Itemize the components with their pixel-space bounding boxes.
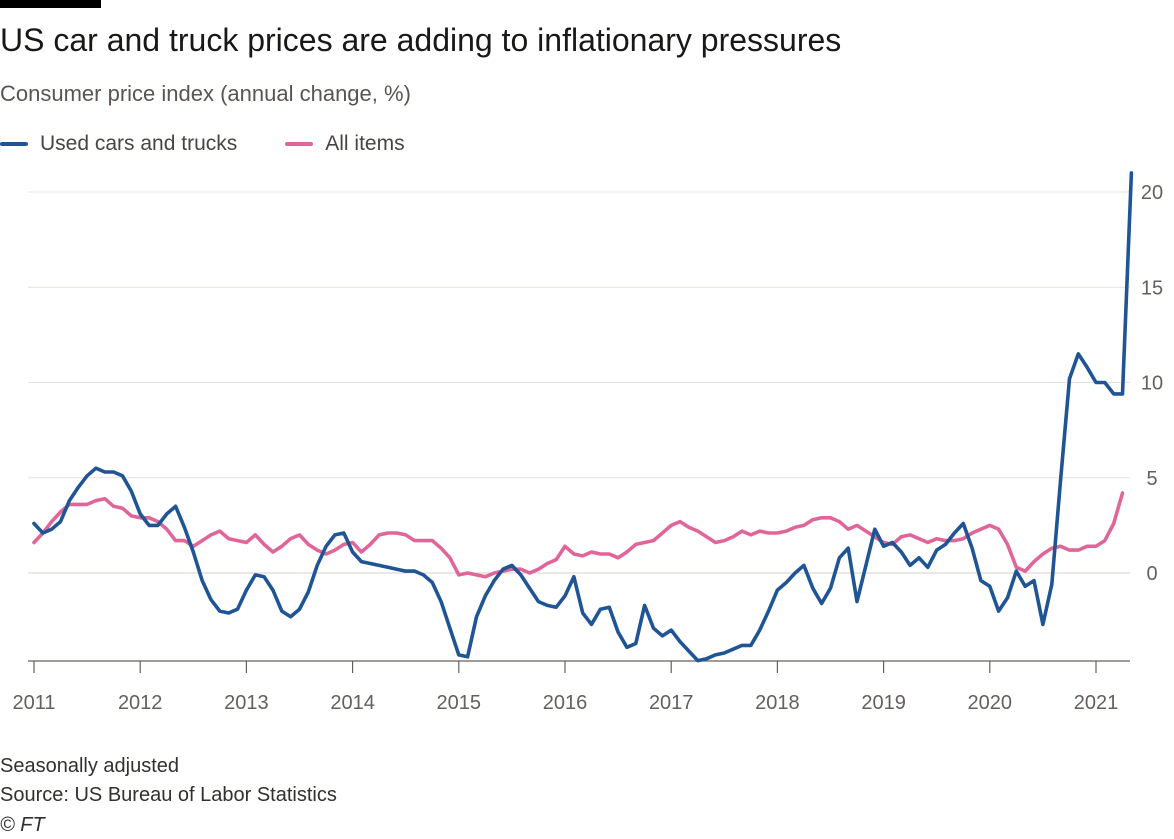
x-tick-label-2019: 2019 [861,692,906,714]
brand-top-bar [0,0,101,8]
x-axis: 2011 2012 2013 2014 2015 2016 2017 2018 2019 2020… [12,660,1130,714]
legend-swatch-used-cars [0,142,28,146]
grid-lines [28,191,1130,574]
x-tick-label-2012: 2012 [118,692,163,714]
x-tick-label-2014: 2014 [330,692,375,714]
line-chart: 2011 2012 2013 2014 2015 2016 2017 2018 2019 2020… [12,171,1163,714]
x-tick-label-2020: 2020 [968,692,1013,714]
series-lines [32,171,1134,663]
copyright-note: © FT [0,814,45,836]
legend-label-all-items: All items [325,132,405,155]
x-tick-label-2018: 2018 [755,692,800,714]
series-line-all-items [32,491,1125,579]
y-tick-label-5: 5 [1146,468,1157,490]
y-axis: 0 5 10 15 20 [1141,182,1163,585]
footnote: Seasonally adjusted [0,755,180,777]
x-tick-label-2015: 2015 [437,692,482,714]
chart-subtitle: Consumer price index (annual change, %) [0,81,411,106]
series-line-used-cars [32,171,1134,663]
chart-legend: Used cars and trucks All items [0,132,453,156]
x-tick-label-2021: 2021 [1074,692,1119,714]
y-tick-label-0: 0 [1146,563,1157,585]
legend-label-used-cars: Used cars and trucks [40,132,238,155]
y-tick-label-20: 20 [1141,182,1163,204]
x-tick-label-2013: 2013 [224,692,269,714]
legend-item-all-items: All items [285,132,405,156]
y-tick-label-15: 15 [1141,277,1163,299]
x-tick-label-2016: 2016 [543,692,588,714]
legend-swatch-all-items [285,142,314,146]
source-note: Source: US Bureau of Labor Statistics [0,784,337,806]
y-tick-label-10: 10 [1141,373,1163,395]
x-tick-label-2011: 2011 [12,692,55,714]
legend-item-used-cars: Used cars and trucks [0,132,237,156]
chart-title: US car and truck prices are adding to in… [0,22,842,58]
x-tick-label-2017: 2017 [649,692,694,714]
